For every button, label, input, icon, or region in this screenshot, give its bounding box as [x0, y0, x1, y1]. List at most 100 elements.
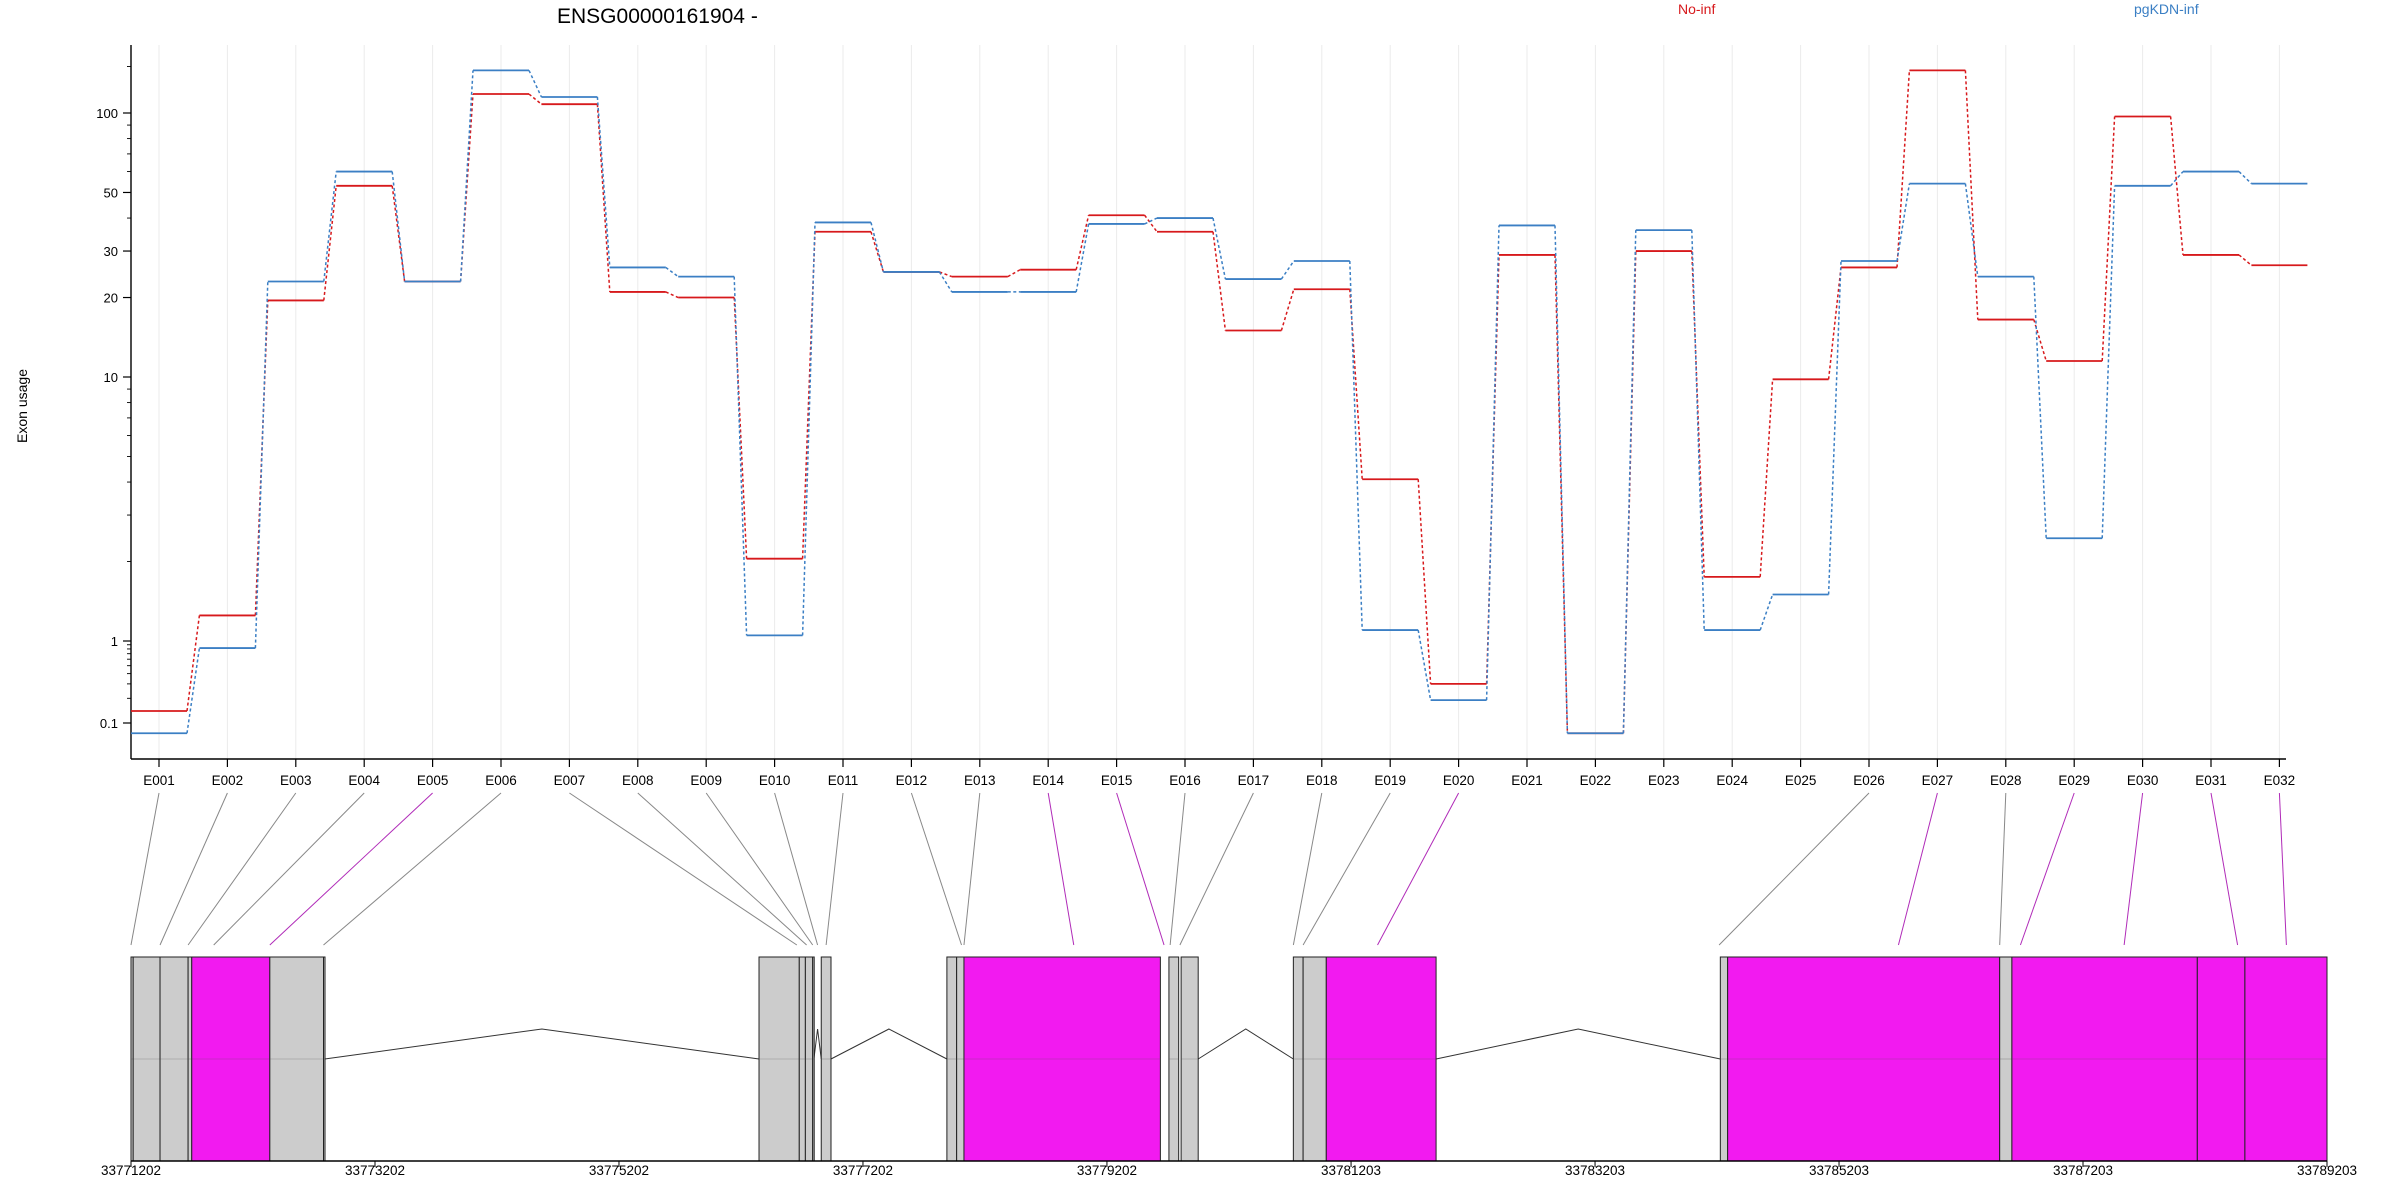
exon-connector	[2019, 792, 2075, 946]
coordinate-label: 33781203	[1321, 1163, 1381, 1178]
exon-connector	[825, 792, 844, 946]
x-tick-label: E025	[1785, 773, 1817, 788]
series-transition-pgKDN-inf	[2101, 185, 2116, 539]
x-tick-label: E023	[1648, 773, 1680, 788]
x-tick-label: E012	[896, 773, 928, 788]
x-tick-label: E001	[143, 773, 175, 788]
series-transition-pgKDN-inf	[1485, 225, 1500, 701]
series-transition-No-inf	[1759, 379, 1774, 577]
x-tick-label: E003	[280, 773, 312, 788]
exon-connector	[159, 792, 228, 946]
series-transition-pgKDN-inf	[1554, 225, 1569, 734]
exon-connector	[2210, 792, 2239, 946]
x-tick-label: E016	[1169, 773, 1201, 788]
y-tick-label: 10	[104, 370, 118, 385]
series-transition-pgKDN-inf	[1622, 230, 1637, 734]
x-tick-label: E007	[554, 773, 586, 788]
x-tick-label: E027	[1922, 773, 1954, 788]
x-tick-label: E002	[212, 773, 244, 788]
series-transition-pgKDN-inf	[1827, 260, 1842, 595]
series-transition-No-inf	[2238, 254, 2252, 266]
legend-no-inf: No-inf	[1678, 1, 1715, 17]
series-transition-No-inf	[1554, 254, 1569, 734]
x-tick-label: E009	[690, 773, 722, 788]
series-transition-pgKDN-inf	[1964, 183, 1979, 277]
exon-connector	[637, 792, 807, 946]
y-tick-label: 100	[96, 106, 118, 121]
coordinate-label: 33771202	[101, 1163, 161, 1178]
series-transition-No-inf	[2033, 319, 2047, 362]
series-No-inf	[131, 69, 2308, 735]
grid	[158, 45, 2280, 759]
x-tick-label: E017	[1238, 773, 1270, 788]
series-transition-No-inf	[1417, 479, 1432, 684]
exon-connector	[1169, 792, 1186, 946]
x-tick-label: E004	[348, 773, 380, 788]
series-transition-No-inf	[1896, 70, 1911, 268]
series-transition-No-inf	[528, 93, 542, 105]
x-tick-label: E018	[1306, 773, 1338, 788]
series-transition-No-inf	[1691, 251, 1705, 577]
exon-connector	[1179, 792, 1254, 946]
coordinate-label: 33773202	[345, 1163, 405, 1178]
x-tick-label: E020	[1443, 773, 1475, 788]
exon-connector	[1999, 792, 2007, 946]
y-tick-label: 50	[104, 185, 118, 200]
x-tick-label: E008	[622, 773, 654, 788]
series-transition-pgKDN-inf	[323, 171, 337, 282]
x-ticks: E001 E002 E003 E004 E005 E006 E007 E008 E009 E010…	[143, 759, 2295, 788]
series-transition-pgKDN-inf	[254, 281, 269, 649]
x-tick-label: E013	[964, 773, 996, 788]
series-transition-No-inf	[939, 271, 953, 278]
series-transition-pgKDN-inf	[186, 647, 201, 734]
x-tick-label: E014	[1032, 773, 1064, 788]
series-transition-pgKDN-inf	[1896, 183, 1911, 262]
exon-connector	[1116, 792, 1165, 946]
series-transition-No-inf	[323, 185, 337, 301]
exon-connector	[323, 792, 502, 946]
coordinate-label: 33785203	[1809, 1163, 1869, 1178]
series-transition-No-inf	[733, 297, 748, 559]
series-transition-No-inf	[1144, 214, 1158, 233]
series-transition-No-inf	[2169, 116, 2184, 255]
x-tick-label: E032	[2264, 773, 2296, 788]
y-ticks: 0.1 1 10 20 30 50 100	[96, 66, 131, 731]
intron-line	[830, 1028, 948, 1060]
intron-line	[813, 1028, 822, 1060]
exon-connectors	[130, 792, 2287, 946]
genomic-coordinates: 33771202 33773202 33775202 33777202 33779202…	[101, 1160, 2357, 1178]
y-tick-label: 0.1	[100, 716, 118, 731]
exon-connector	[130, 792, 160, 946]
x-tick-label: E030	[2127, 773, 2159, 788]
coordinate-label: 33789203	[2297, 1163, 2357, 1178]
y-axis-label: Exon usage	[14, 369, 30, 443]
exon-connector	[2123, 792, 2144, 946]
series-transition-No-inf	[1349, 289, 1363, 480]
x-tick-label: E010	[759, 773, 791, 788]
exon-connector	[1718, 792, 1870, 946]
y-tick-label: 20	[104, 291, 118, 306]
series-transition-No-inf	[1485, 254, 1500, 684]
series-transition-No-inf	[665, 291, 679, 299]
exon-connector	[269, 792, 433, 946]
coordinate-label: 33787203	[2053, 1163, 2113, 1178]
series-transition-pgKDN-inf	[1759, 594, 1774, 631]
series-transition-pgKDN-inf	[459, 70, 474, 282]
exon-connector	[910, 792, 963, 946]
exon-connector	[187, 792, 297, 946]
x-tick-label: E022	[1580, 773, 1612, 788]
chart-title: ENSG00000161904 -	[557, 5, 758, 28]
series-transition-pgKDN-inf	[1691, 230, 1705, 631]
exon-connector	[1897, 792, 1938, 946]
exon-connector	[1292, 792, 1323, 946]
series-lines	[131, 69, 2308, 735]
y-tick-label: 30	[104, 244, 118, 259]
series-transition-No-inf	[596, 104, 611, 292]
exon-connector	[213, 792, 365, 946]
intron-line	[1435, 1028, 1721, 1060]
x-tick-label: E026	[1853, 773, 1885, 788]
coordinate-label: 33779202	[1077, 1163, 1137, 1178]
series-transition-No-inf	[1280, 289, 1295, 331]
series-transition-pgKDN-inf	[2033, 276, 2047, 539]
series-pgKDN-inf	[131, 69, 2308, 735]
